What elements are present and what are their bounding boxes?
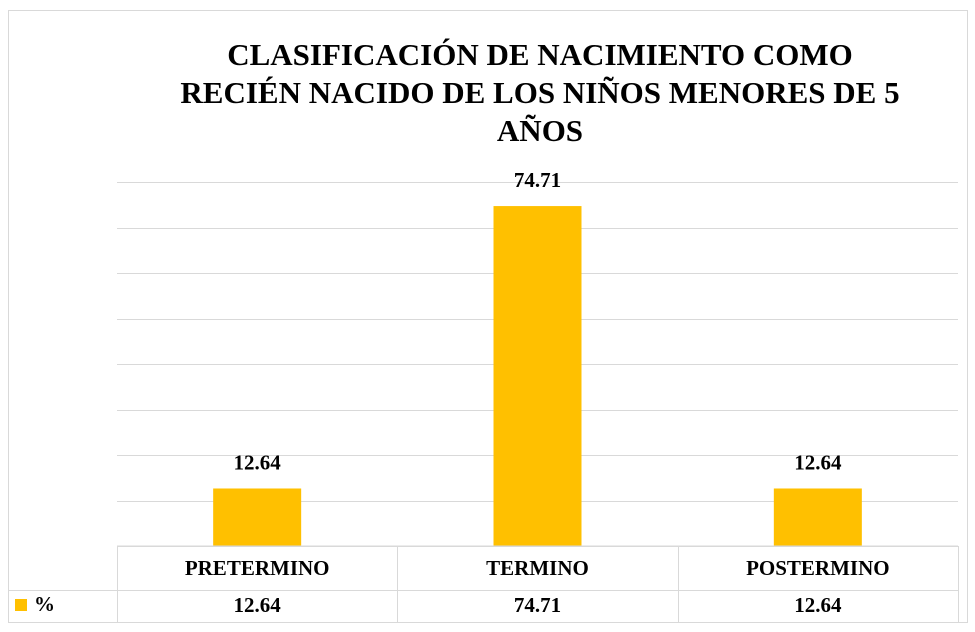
- table-value: 12.64: [794, 593, 842, 617]
- table-value: 74.71: [514, 593, 561, 617]
- bar: [493, 206, 582, 546]
- data-label: 74.71: [514, 168, 561, 192]
- x-tick-label: PRETERMINO: [185, 556, 330, 580]
- x-tick-label: TERMINO: [486, 556, 589, 580]
- legend-swatch: [15, 599, 27, 611]
- x-tick-label: POSTERMINO: [746, 556, 890, 580]
- legend-label: %: [34, 592, 55, 616]
- data-label: 12.64: [794, 450, 842, 474]
- data-label: 12.64: [234, 450, 282, 474]
- bar: [773, 488, 862, 546]
- table-value: 12.64: [234, 593, 282, 617]
- chart-title: CLASIFICACIÓN DE NACIMIENTO COMO RECIÉN …: [180, 37, 900, 148]
- bar: [213, 488, 302, 546]
